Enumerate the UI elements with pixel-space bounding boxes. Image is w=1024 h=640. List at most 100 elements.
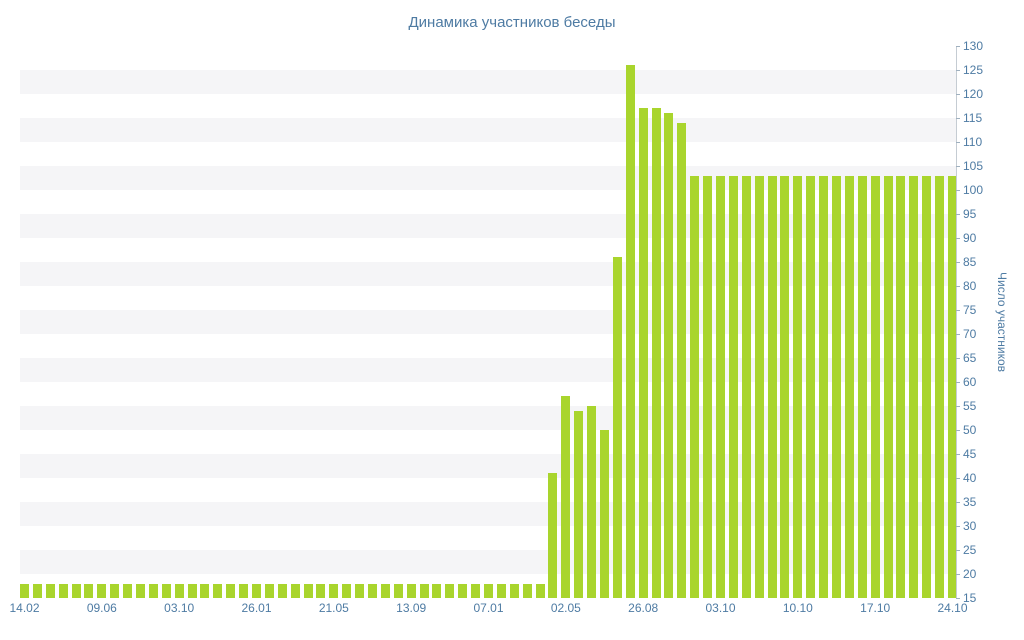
y-tick-mark bbox=[956, 141, 960, 143]
y-tick-label: 130 bbox=[963, 39, 984, 53]
bar bbox=[110, 583, 120, 598]
y-tick-mark bbox=[956, 237, 960, 239]
y-tick-label: 125 bbox=[963, 63, 984, 77]
bar bbox=[844, 175, 854, 598]
bar bbox=[754, 175, 764, 598]
y-tick-label: 115 bbox=[963, 111, 983, 125]
y-tick-label: 50 bbox=[963, 423, 977, 437]
bar bbox=[316, 583, 326, 598]
bar bbox=[471, 583, 481, 598]
bar bbox=[368, 583, 377, 598]
bar bbox=[935, 175, 945, 598]
bar bbox=[535, 583, 545, 598]
bar bbox=[226, 583, 236, 598]
y-tick-mark bbox=[956, 45, 960, 47]
bar bbox=[432, 583, 442, 598]
bar bbox=[690, 175, 700, 598]
x-tick-label: 09.06 bbox=[86, 601, 117, 615]
bar bbox=[252, 583, 261, 598]
y-tick-label: 55 bbox=[963, 399, 977, 413]
bar bbox=[123, 583, 133, 598]
y-tick-mark bbox=[956, 69, 960, 71]
bar bbox=[213, 583, 223, 598]
bar bbox=[136, 583, 145, 598]
bar bbox=[574, 410, 584, 598]
x-tick-label: 03.10 bbox=[705, 601, 736, 615]
bar bbox=[419, 583, 429, 598]
bar bbox=[728, 175, 738, 598]
bar bbox=[303, 583, 313, 598]
x-tick-label: 02.05 bbox=[550, 601, 581, 615]
bar bbox=[677, 122, 687, 598]
y-tick-mark bbox=[956, 213, 960, 215]
y-tick-label: 95 bbox=[963, 207, 977, 221]
bar bbox=[600, 430, 609, 598]
bar bbox=[612, 257, 622, 598]
y-tick-mark bbox=[956, 93, 960, 95]
y-tick-label: 105 bbox=[963, 159, 984, 173]
bar bbox=[290, 583, 300, 598]
y-tick-label: 25 bbox=[963, 543, 977, 557]
y-tick-label: 70 bbox=[963, 327, 977, 341]
y-axis-title: Число участников bbox=[995, 271, 1009, 373]
y-tick-mark bbox=[956, 309, 960, 311]
bar bbox=[561, 396, 571, 598]
y-tick-label: 110 bbox=[963, 135, 983, 149]
bar bbox=[406, 583, 416, 598]
y-tick-label: 85 bbox=[963, 255, 977, 269]
bar bbox=[20, 583, 29, 598]
x-tick-label: 07.01 bbox=[473, 601, 504, 615]
y-tick-mark bbox=[956, 453, 960, 455]
bar bbox=[484, 583, 493, 598]
bar bbox=[767, 175, 777, 598]
bar bbox=[922, 175, 932, 598]
x-tick-label: 17.10 bbox=[860, 601, 891, 615]
y-tick-label: 80 bbox=[963, 279, 977, 293]
bar bbox=[509, 583, 519, 598]
bar bbox=[187, 583, 197, 598]
bar bbox=[45, 583, 55, 598]
y-axis-line bbox=[956, 46, 957, 598]
bar bbox=[806, 175, 816, 598]
bar bbox=[664, 113, 674, 598]
bar bbox=[239, 583, 249, 598]
y-tick-mark bbox=[956, 165, 960, 167]
bar bbox=[161, 583, 171, 598]
y-tick-mark bbox=[956, 117, 960, 119]
plot-area bbox=[20, 46, 957, 598]
y-tick-label: 75 bbox=[963, 303, 977, 317]
bar bbox=[277, 583, 287, 598]
x-tick-label: 14.02 bbox=[9, 601, 40, 615]
x-tick-label: 03.10 bbox=[164, 601, 195, 615]
bar bbox=[625, 65, 635, 598]
bar bbox=[948, 175, 957, 598]
y-tick-mark bbox=[956, 549, 960, 551]
y-tick-label: 100 bbox=[963, 183, 984, 197]
bar bbox=[174, 583, 184, 598]
bar bbox=[445, 583, 455, 598]
bar bbox=[496, 583, 506, 598]
bar bbox=[780, 175, 790, 598]
bar bbox=[870, 175, 880, 598]
bar bbox=[832, 175, 841, 598]
y-tick-label: 65 bbox=[963, 351, 977, 365]
bar bbox=[883, 175, 893, 598]
bar bbox=[741, 175, 751, 598]
bar bbox=[355, 583, 365, 598]
bar bbox=[264, 583, 274, 598]
bar bbox=[638, 108, 648, 598]
bar bbox=[587, 406, 597, 598]
y-tick-label: 120 bbox=[963, 87, 984, 101]
bar bbox=[651, 108, 661, 598]
bar bbox=[200, 583, 210, 598]
x-tick-label: 21.05 bbox=[318, 601, 349, 615]
y-tick-label: 35 bbox=[963, 495, 977, 509]
y-tick-mark bbox=[956, 405, 960, 407]
bar bbox=[909, 175, 919, 598]
x-tick-label: 13.09 bbox=[396, 601, 427, 615]
y-tick-mark bbox=[956, 357, 960, 359]
y-axis: 15 20 25 30 35 40 45 50 55 60 65 70 75 80 85 90 95 100 105… bbox=[956, 39, 1016, 605]
y-tick-mark bbox=[956, 573, 960, 575]
bar bbox=[548, 473, 558, 598]
